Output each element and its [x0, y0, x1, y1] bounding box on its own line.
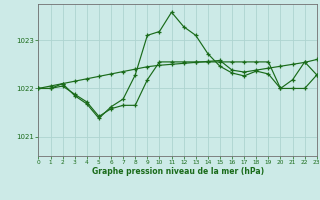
X-axis label: Graphe pression niveau de la mer (hPa): Graphe pression niveau de la mer (hPa)	[92, 167, 264, 176]
